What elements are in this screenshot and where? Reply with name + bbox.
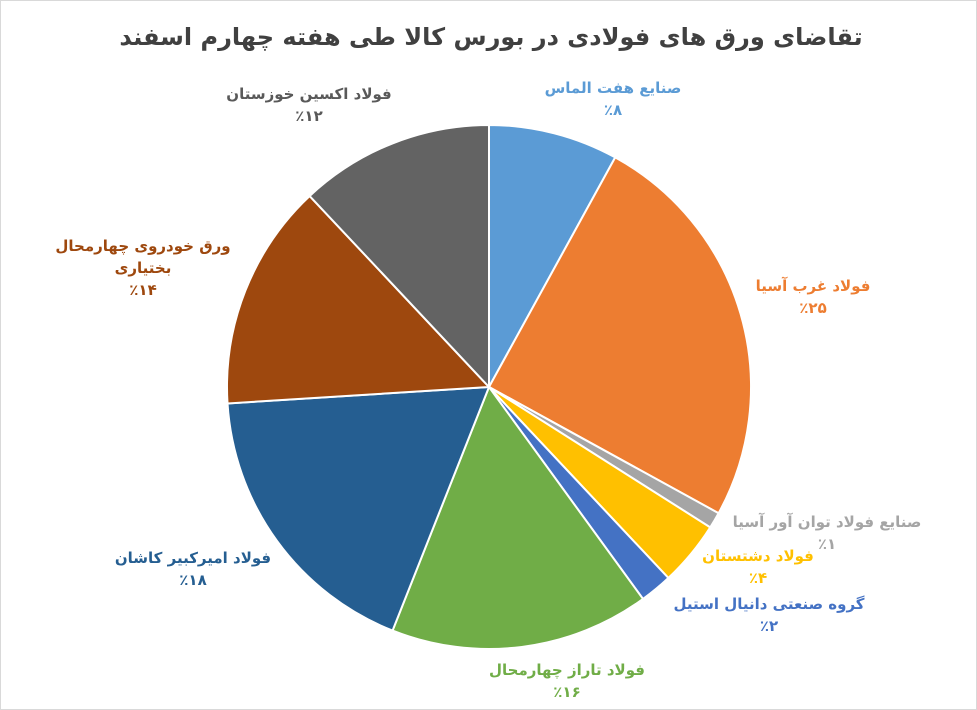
pie-slice-7 (226, 385, 491, 632)
slice-label-2: فولاد غرب آسیا ٪۲۵ (756, 277, 871, 317)
pie-slice-1 (488, 123, 617, 388)
slice-label-1: صنایع هفت الماس ٪۸ (545, 79, 682, 119)
pie-slice-2 (487, 156, 752, 515)
pie-slice-6 (391, 384, 645, 650)
slice-label-4: فولاد دشتستان ٪۴ (702, 547, 814, 587)
slice-label-3: صنایع فولاد توان آور آسیا ٪۱ (733, 513, 922, 553)
chart-title: تقاضای ورق های فولادی در بورس کالا طی هف… (119, 23, 862, 51)
slice-label-8: ورق خودروی چهارمحال بختیاری ٪۱۴ (55, 237, 230, 299)
pie-slice-9 (308, 123, 490, 390)
slice-label-7: فولاد امیرکبیر کاشان ٪۱۸ (115, 549, 271, 589)
slice-label-6: فولاد تاراز چهارمحال ٪۱۶ (489, 661, 645, 701)
slice-label-9: فولاد اکسین خوزستان ٪۱۲ (226, 85, 391, 125)
slice-label-5: گروه صنعتی دانیال استیل ٪۲ (673, 595, 864, 635)
pie-slice-8 (226, 194, 492, 405)
